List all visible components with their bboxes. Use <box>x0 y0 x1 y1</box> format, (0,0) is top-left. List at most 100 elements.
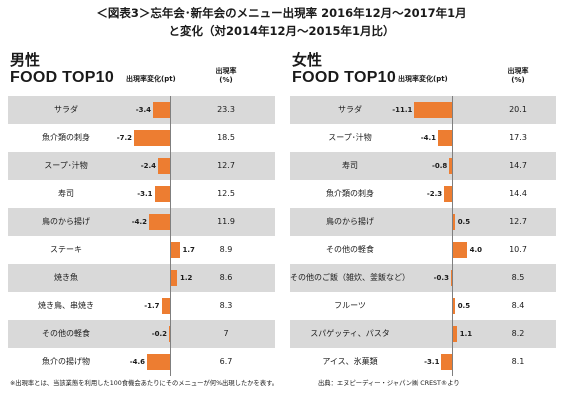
change-bar <box>171 242 180 258</box>
rate-value: 8.2 <box>511 329 525 338</box>
change-bar <box>438 130 452 146</box>
chart-row: その他のご飯（雑炊、釜飯など） -0.3 8.5 <box>290 264 556 292</box>
change-value-label: -4.2 <box>131 218 147 226</box>
panel-heading: 女性 <box>292 51 323 69</box>
category-label: スープ･汁物 <box>44 161 88 170</box>
title-line-1: ＜図表3＞忘年会･新年会のメニュー出現率 2016年12月～2017年1月 <box>96 6 467 20</box>
change-bar <box>149 214 170 230</box>
change-bar <box>158 158 170 174</box>
change-value-label: 4.0 <box>469 246 482 254</box>
rate-value: 18.5 <box>217 133 235 142</box>
change-value-label: -0.3 <box>433 274 449 282</box>
panel-heading: 男性 <box>10 51 41 69</box>
chart-row: フルーツ 0.5 8.4 <box>290 292 556 320</box>
rate-header-line-1: 出現率 <box>507 67 529 75</box>
rate-value: 8.3 <box>219 301 233 310</box>
change-bar <box>153 102 170 118</box>
male-food-panel: 男性 FOOD TOP10 出現率変化(pt) 出現率 (%) サラダ -3.4 2… <box>8 52 275 382</box>
rate-header-line-1: 出現率 <box>215 67 237 75</box>
rate-value: 6.7 <box>219 357 233 366</box>
rate-header-line-2: (%) <box>219 76 233 84</box>
change-column-header: 出現率変化(pt) <box>126 75 176 83</box>
change-bar <box>453 326 457 342</box>
change-bar <box>134 130 170 146</box>
rate-value: 14.7 <box>509 161 527 170</box>
change-bar <box>453 242 467 258</box>
chart-row: 焼き鳥、串焼き -1.7 8.3 <box>8 292 275 320</box>
source-note: 出典：エヌピーディー・ジャパン㈱ CREST®より <box>318 380 460 387</box>
category-label: 魚介の揚げ物 <box>42 357 90 366</box>
change-value-label: -3.1 <box>424 358 440 366</box>
rate-value: 11.9 <box>217 217 235 226</box>
rate-column-header: 出現率 (%) <box>206 67 246 85</box>
change-bar <box>414 102 452 118</box>
rate-value: 12.5 <box>217 189 235 198</box>
change-bar <box>449 158 452 174</box>
category-label: ステーキ <box>50 245 82 254</box>
change-bar <box>147 354 170 370</box>
change-value-label: -2.4 <box>140 162 156 170</box>
chart-row: 焼き魚 1.2 8.6 <box>8 264 275 292</box>
female-food-panel: 女性 FOOD TOP10 出現率変化(pt) 出現率 (%) サラダ -11.1… <box>290 52 556 382</box>
rate-value: 14.4 <box>509 189 527 198</box>
category-label: フルーツ <box>334 301 366 310</box>
category-label: 寿司 <box>342 161 358 170</box>
category-label: その他のご飯（雑炊、釜飯など） <box>290 273 410 282</box>
rate-value: 12.7 <box>509 217 527 226</box>
change-value-label: 1.1 <box>459 330 473 338</box>
category-label: サラダ <box>54 105 78 114</box>
chart-row: 魚介の揚げ物 -4.6 6.7 <box>8 348 275 376</box>
change-bar <box>441 354 452 370</box>
change-value-label: -11.1 <box>392 106 413 114</box>
panel-subheading: FOOD TOP10 <box>10 69 115 86</box>
change-column-header: 出現率変化(pt) <box>398 75 448 83</box>
category-label: 魚介類の刺身 <box>326 189 374 198</box>
chart-row: アイス、氷菓類 -3.1 8.1 <box>290 348 556 376</box>
change-value-label: -3.4 <box>135 106 151 114</box>
chart-row: 魚介類の刺身 -2.3 14.4 <box>290 180 556 208</box>
change-bar <box>171 270 177 286</box>
zero-axis <box>170 96 171 376</box>
category-label: アイス、氷菓類 <box>322 357 378 366</box>
chart-row: 寿司 -0.8 14.7 <box>290 152 556 180</box>
category-label: 鳥のから揚げ <box>326 217 374 226</box>
category-label: 鳥のから揚げ <box>42 217 90 226</box>
rate-value: 20.1 <box>509 105 527 114</box>
change-value-label: -0.8 <box>431 162 448 170</box>
change-value-label: -4.1 <box>420 134 437 142</box>
chart-row: 鳥のから揚げ 0.5 12.7 <box>290 208 556 236</box>
change-value-label: -1.7 <box>144 302 160 310</box>
change-value-label: 1.2 <box>180 274 193 282</box>
category-label: 魚介類の刺身 <box>42 133 90 142</box>
category-label: 寿司 <box>58 189 74 198</box>
rate-value: 10.7 <box>509 245 527 254</box>
chart-row: ステーキ 1.7 8.9 <box>8 236 275 264</box>
change-value-label: 1.7 <box>182 246 195 254</box>
chart-row: サラダ -11.1 20.1 <box>290 96 556 124</box>
chart-row: スパゲッティ、パスタ 1.1 8.2 <box>290 320 556 348</box>
change-value-label: 0.5 <box>457 218 471 226</box>
category-label: 焼き魚 <box>54 273 78 282</box>
change-value-label: -0.2 <box>151 330 167 338</box>
change-value-label: -7.2 <box>116 134 132 142</box>
category-label: その他の軽食 <box>42 329 90 338</box>
chart-row: サラダ -3.4 23.3 <box>8 96 275 124</box>
chart-row: スープ･汁物 -4.1 17.3 <box>290 124 556 152</box>
chart-row: 寿司 -3.1 12.5 <box>8 180 275 208</box>
category-label: スパゲッティ、パスタ <box>310 329 390 338</box>
change-value-label: -4.6 <box>129 358 145 366</box>
change-bar <box>161 298 170 314</box>
panel-subheading: FOOD TOP10 <box>292 69 397 86</box>
rate-value: 8.5 <box>511 273 525 282</box>
rate-value: 8.9 <box>219 245 233 254</box>
change-bar <box>154 186 170 202</box>
chart-row: スープ･汁物 -2.4 12.7 <box>8 152 275 180</box>
category-label: 焼き鳥、串焼き <box>38 301 94 310</box>
change-bar <box>444 186 452 202</box>
change-bar <box>453 298 455 314</box>
category-label: サラダ <box>338 105 362 114</box>
category-label: その他の軽食 <box>326 245 374 254</box>
chart-row: 魚介類の刺身 -7.2 18.5 <box>8 124 275 152</box>
rate-value: 23.3 <box>217 105 235 114</box>
chart-row: その他の軽食 4.0 10.7 <box>290 236 556 264</box>
